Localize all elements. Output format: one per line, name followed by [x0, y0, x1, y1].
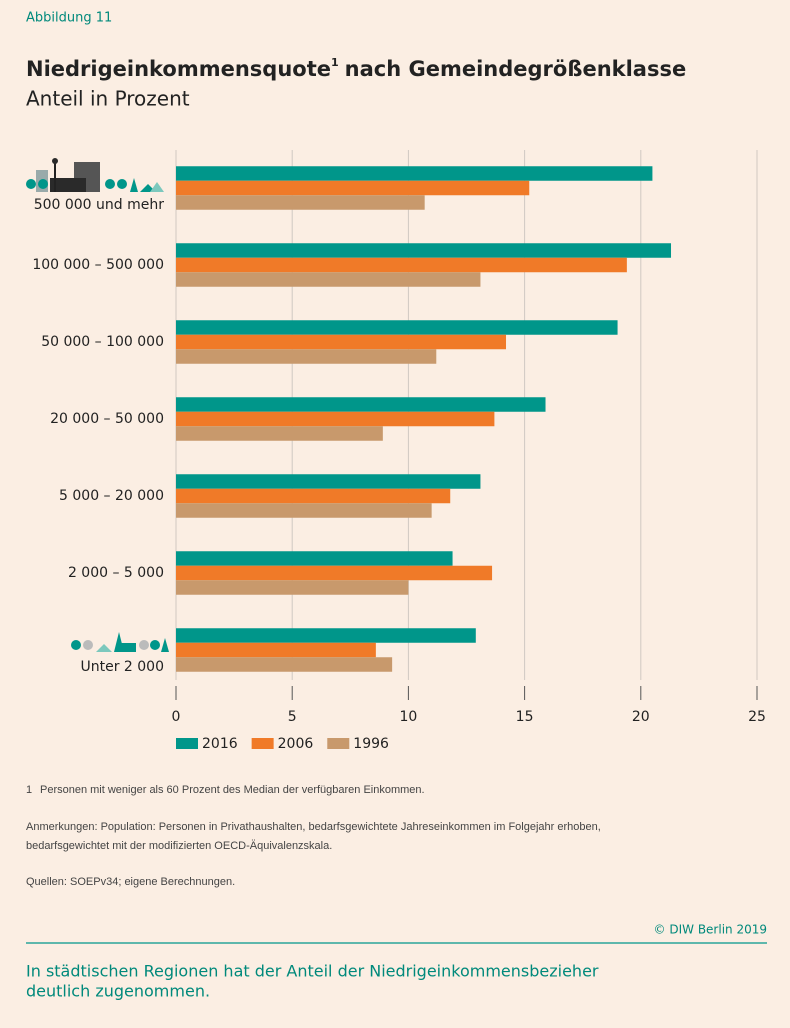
remark: bedarfsgewichtet mit der modifizierten O…: [26, 840, 332, 852]
x-tick-label: 25: [748, 709, 766, 725]
legend-swatch: [176, 738, 198, 749]
remark: Anmerkungen: Population: Personen in Pri…: [26, 821, 601, 833]
legend-label: 1996: [353, 736, 389, 752]
legend-swatch: [251, 738, 274, 749]
title-suffix: nach Gemeindegrößenklasse: [345, 57, 687, 81]
bar: [176, 272, 481, 287]
bar: [176, 642, 376, 658]
x-tick-label: 15: [516, 709, 534, 725]
summary: In städtischen Regionen hat der Anteil d…: [26, 962, 599, 981]
chart-subtitle: Anteil in Prozent: [26, 87, 190, 111]
bar: [176, 349, 437, 364]
village-icon: [71, 632, 169, 652]
bar: [176, 257, 627, 273]
x-tick-label: 0: [172, 709, 181, 725]
footnote-mark: 1: [26, 784, 32, 796]
bar: [176, 488, 451, 504]
bar: [176, 180, 530, 196]
copyright: © DIW Berlin 2019: [654, 923, 767, 937]
bar: [176, 243, 672, 258]
y-tick-label: Unter 2 000: [80, 659, 164, 675]
city-icon: [26, 158, 164, 192]
bar: [176, 397, 546, 412]
bar: [176, 426, 383, 441]
bar: [176, 657, 393, 672]
legend-label: 2006: [278, 736, 314, 752]
footnote: Personen mit weniger als 60 Prozent des …: [40, 784, 425, 796]
bar: [176, 166, 653, 181]
y-tick-label: 500 000 und mehr: [34, 197, 165, 213]
x-tick-label: 5: [288, 709, 297, 725]
bar: [176, 628, 476, 643]
bar: [176, 565, 493, 581]
figure-label: Abbildung 11: [26, 11, 112, 26]
bar: [176, 503, 432, 518]
y-tick-label: 50 000 – 100 000: [41, 334, 164, 350]
bar: [176, 551, 453, 566]
bar: [176, 334, 507, 350]
legend-label: 2016: [202, 736, 238, 752]
y-tick-label: 5 000 – 20 000: [59, 488, 164, 504]
y-tick-label: 20 000 – 50 000: [50, 411, 164, 427]
bar: [176, 195, 425, 210]
legend-swatch: [327, 738, 350, 749]
x-tick-label: 10: [399, 709, 417, 725]
title-mark: 1: [331, 56, 339, 69]
y-tick-label: 2 000 – 5 000: [68, 565, 164, 581]
x-tick-label: 20: [632, 709, 650, 725]
summary: deutlich zugenommen.: [26, 982, 210, 1001]
chart-title: Niedrigeinkommensquote1 nach Gemeindegröß…: [26, 56, 686, 81]
sources: Quellen: SOEPv34; eigene Berechnungen.: [26, 876, 235, 888]
title-main: Niedrigeinkommensquote: [26, 57, 331, 81]
y-tick-label: 100 000 – 500 000: [32, 257, 164, 273]
bar: [176, 320, 618, 335]
bar: [176, 474, 481, 489]
bar: [176, 580, 409, 595]
bar: [176, 411, 495, 427]
